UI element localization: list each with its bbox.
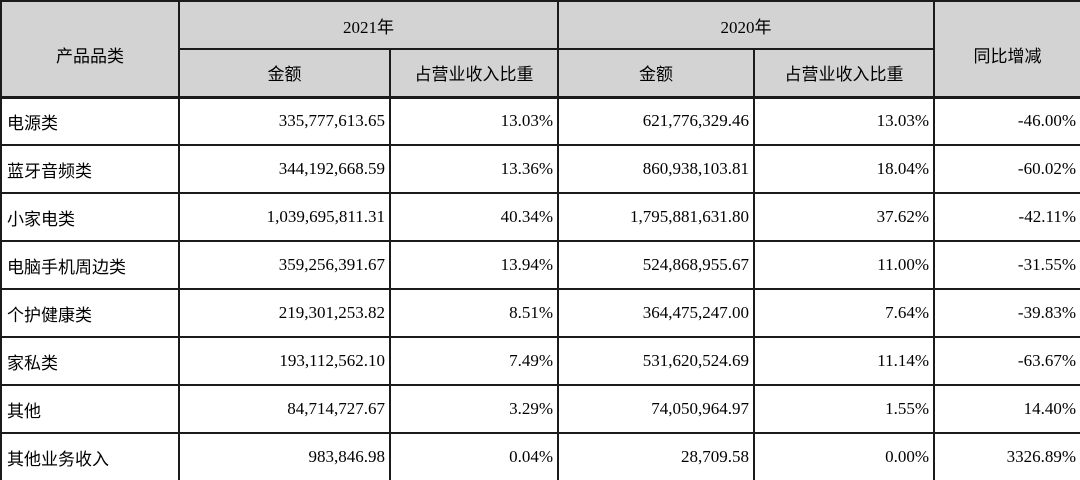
cell-yoy: 3326.89%: [933, 432, 1080, 480]
table-row: 其他业务收入 983,846.98 0.04% 28,709.58 0.00% …: [0, 432, 1080, 480]
cell-yoy: -63.67%: [933, 336, 1080, 386]
cell-share-2020: 0.00%: [753, 432, 935, 480]
cell-share-2020: 11.00%: [753, 240, 935, 290]
cell-share-2021: 40.34%: [389, 192, 559, 242]
cell-product: 小家电类: [0, 192, 180, 242]
cell-amount-2020: 1,795,881,631.80: [557, 192, 755, 242]
header-group-2020: 2020年: [557, 0, 935, 50]
cell-product: 蓝牙音频类: [0, 144, 180, 194]
cell-amount-2020: 531,620,524.69: [557, 336, 755, 386]
header-yoy-change: 同比增减: [933, 0, 1080, 99]
cell-share-2021: 0.04%: [389, 432, 559, 480]
cell-share-2020: 7.64%: [753, 288, 935, 338]
header-amount-2021: 金额: [178, 48, 391, 99]
cell-amount-2021: 193,112,562.10: [178, 336, 391, 386]
table-row: 电源类 335,777,613.65 13.03% 621,776,329.46…: [0, 96, 1080, 146]
header-share-2020: 占营业收入比重: [753, 48, 935, 99]
cell-amount-2020: 621,776,329.46: [557, 96, 755, 146]
cell-yoy: -31.55%: [933, 240, 1080, 290]
cell-amount-2021: 219,301,253.82: [178, 288, 391, 338]
header-row-groups: 产品品类 2021年 2020年 同比增减: [0, 0, 1080, 99]
cell-share-2020: 37.62%: [753, 192, 935, 242]
cell-share-2021: 13.03%: [389, 96, 559, 146]
cell-product: 电源类: [0, 96, 180, 146]
header-share-2021: 占营业收入比重: [389, 48, 559, 99]
cell-amount-2021: 335,777,613.65: [178, 96, 391, 146]
cell-amount-2020: 364,475,247.00: [557, 288, 755, 338]
cell-yoy: -39.83%: [933, 288, 1080, 338]
table-row: 家私类 193,112,562.10 7.49% 531,620,524.69 …: [0, 336, 1080, 386]
cell-amount-2021: 983,846.98: [178, 432, 391, 480]
cell-share-2021: 13.36%: [389, 144, 559, 194]
cell-share-2020: 11.14%: [753, 336, 935, 386]
cell-product: 家私类: [0, 336, 180, 386]
cell-share-2021: 13.94%: [389, 240, 559, 290]
table-row: 蓝牙音频类 344,192,668.59 13.36% 860,938,103.…: [0, 144, 1080, 194]
cell-share-2020: 13.03%: [753, 96, 935, 146]
cell-share-2021: 3.29%: [389, 384, 559, 434]
cell-amount-2021: 84,714,727.67: [178, 384, 391, 434]
header-amount-2020: 金额: [557, 48, 755, 99]
header-group-2021: 2021年: [178, 0, 559, 50]
table-row: 小家电类 1,039,695,811.31 40.34% 1,795,881,6…: [0, 192, 1080, 242]
header-row-subcolumns: 金额 占营业收入比重 金额 占营业收入比重: [1, 48, 1080, 99]
cell-share-2021: 8.51%: [389, 288, 559, 338]
cell-yoy: -60.02%: [933, 144, 1080, 194]
cell-share-2020: 18.04%: [753, 144, 935, 194]
cell-amount-2021: 359,256,391.67: [178, 240, 391, 290]
cell-yoy: 14.40%: [933, 384, 1080, 434]
cell-amount-2020: 28,709.58: [557, 432, 755, 480]
cell-amount-2020: 524,868,955.67: [557, 240, 755, 290]
table-row: 电脑手机周边类 359,256,391.67 13.94% 524,868,95…: [0, 240, 1080, 290]
cell-product: 其他业务收入: [0, 432, 180, 480]
cell-product: 个护健康类: [0, 288, 180, 338]
cell-share-2020: 1.55%: [753, 384, 935, 434]
cell-yoy: -46.00%: [933, 96, 1080, 146]
cell-product: 其他: [0, 384, 180, 434]
cell-amount-2020: 74,050,964.97: [557, 384, 755, 434]
cell-yoy: -42.11%: [933, 192, 1080, 242]
header-product-category: 产品品类: [0, 0, 180, 99]
table-row: 其他 84,714,727.67 3.29% 74,050,964.97 1.5…: [0, 384, 1080, 434]
cell-amount-2021: 344,192,668.59: [178, 144, 391, 194]
cell-amount-2020: 860,938,103.81: [557, 144, 755, 194]
table-row: 个护健康类 219,301,253.82 8.51% 364,475,247.0…: [0, 288, 1080, 338]
cell-amount-2021: 1,039,695,811.31: [178, 192, 391, 242]
cell-product: 电脑手机周边类: [0, 240, 180, 290]
cell-share-2021: 7.49%: [389, 336, 559, 386]
